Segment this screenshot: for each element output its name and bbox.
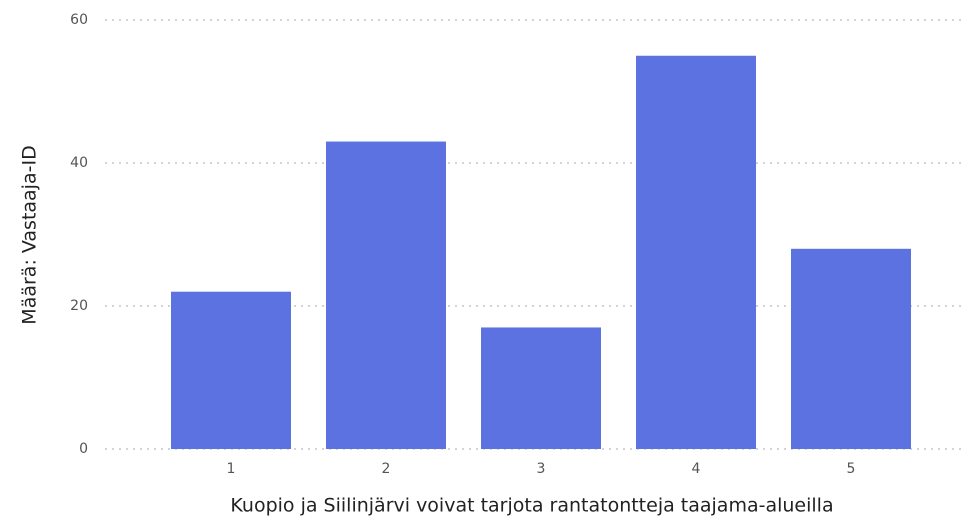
x-tick-label: 5 <box>847 461 856 477</box>
y-axis-title: Määrä: Vastaaja-ID <box>19 145 41 324</box>
y-tick-label: 60 <box>70 12 88 28</box>
x-tick-label: 2 <box>382 461 391 477</box>
x-tick-label: 1 <box>227 461 236 477</box>
y-tick-label: 40 <box>70 155 88 171</box>
x-tick-label: 3 <box>537 461 546 477</box>
bar <box>326 141 446 450</box>
bar <box>636 55 756 449</box>
bar <box>171 291 291 449</box>
x-tick-label: 4 <box>692 461 701 477</box>
y-tick-label: 20 <box>70 298 88 314</box>
x-axis-title: Kuopio ja Siilinjärvi voivat tarjota ran… <box>230 495 833 517</box>
y-tick-label: 0 <box>79 441 88 457</box>
bar <box>481 327 601 449</box>
bar <box>791 248 911 449</box>
